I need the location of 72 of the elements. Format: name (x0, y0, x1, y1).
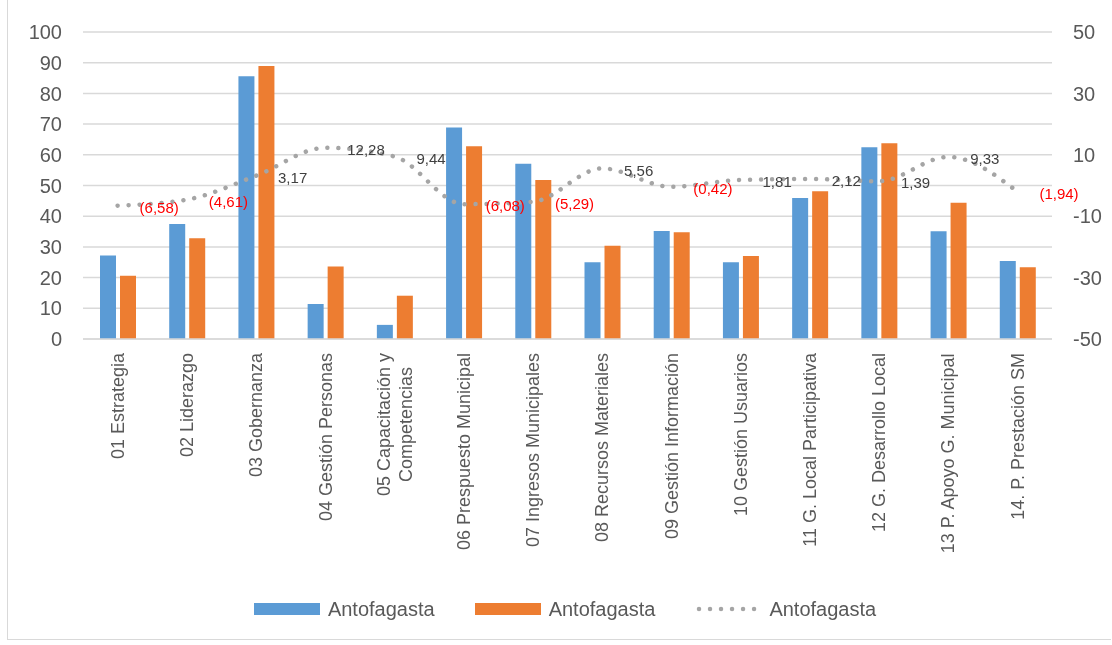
bar (653, 230, 670, 339)
bar (812, 191, 829, 339)
x-tick-label: 09 Gestión Información (661, 353, 682, 540)
x-tick-label: 11 G. Local Participativa (800, 352, 821, 547)
data-label: 3,17 (278, 169, 308, 187)
y-tick-label: 50 (39, 174, 62, 197)
bar (673, 232, 690, 339)
bar (792, 198, 809, 339)
bar (189, 238, 206, 339)
bar (584, 262, 601, 339)
bar (604, 245, 621, 339)
data-label: 9,33 (970, 150, 1000, 168)
y-tick-label: 80 (39, 82, 62, 105)
x-tick-label: 13 P. Apoyo G. Municipal (938, 353, 959, 554)
y-tick-label: 40 (39, 205, 62, 228)
x-tick-label: 12 G. Desarrollo Local (869, 353, 890, 533)
bar (307, 304, 324, 339)
data-label: (5,29) (554, 194, 595, 212)
data-label: (6,58) (139, 198, 179, 216)
x-tick-label: 03 Gobernanza (246, 352, 267, 478)
bar (742, 256, 759, 339)
x-tick-label: 04 Gestión Personas (315, 353, 336, 522)
data-label: 12,28 (347, 141, 385, 159)
y2-tick-label: 50 (1073, 21, 1096, 44)
data-label: 2,12 (831, 172, 861, 190)
y-tick-label: 10 (39, 297, 62, 320)
bar (881, 143, 898, 339)
bar (376, 324, 393, 339)
data-label: (0,42) (693, 180, 733, 198)
x-tick-label: 05 Capacitación y Competencias (373, 353, 416, 497)
bar (169, 223, 186, 339)
x-tick-label: 10 Gestión Usuarios (730, 352, 751, 517)
bar (396, 295, 413, 339)
legend-label: Antofagasta (769, 597, 877, 621)
x-tick-label: 02 Liderazgo (177, 352, 198, 458)
bar (950, 202, 967, 339)
data-label: (1,94) (1039, 184, 1079, 202)
y2-tick-label: 30 (1073, 82, 1096, 105)
y-tick-label: 100 (28, 21, 62, 44)
y2-tick-label: 10 (1073, 143, 1096, 166)
y-tick-label: 90 (39, 51, 62, 74)
data-label: 1,81 (762, 173, 792, 191)
bar (466, 146, 483, 339)
x-tick-label: 08 Recursos Materiales (592, 352, 613, 543)
bar (999, 261, 1016, 339)
bar (327, 266, 344, 339)
y-tick-label: 30 (39, 236, 62, 258)
data-label: 5,56 (624, 161, 654, 179)
y2-tick-label: -10 (1073, 205, 1102, 228)
x-tick-label: 06 Prespuesto Municipal (453, 352, 474, 551)
bar (861, 147, 878, 339)
y-tick-label: 60 (39, 143, 62, 166)
bar (100, 255, 116, 339)
x-tick-label: 01 Estrategia (107, 352, 128, 460)
bar (535, 179, 552, 339)
bar (1019, 267, 1036, 339)
y-tick-label: 0 (50, 328, 62, 351)
bar (930, 231, 947, 339)
legend-label: Antofagasta (327, 597, 435, 621)
bar (120, 275, 136, 339)
y-tick-label: 20 (39, 266, 62, 289)
x-tick-label: 07 Ingresos Municipales (523, 353, 544, 548)
bar (446, 127, 463, 339)
bar (722, 262, 739, 339)
y-tick-label: 70 (39, 113, 62, 136)
data-label: 1,39 (900, 174, 931, 192)
y2-tick-label: -50 (1073, 328, 1102, 351)
data-label: 9,44 (416, 149, 446, 167)
legend-label: Antofagasta (548, 597, 656, 621)
bar (258, 66, 275, 339)
y2-tick-label: -30 (1073, 266, 1102, 289)
x-tick-label: 14. P. Prestación SM (1007, 352, 1028, 520)
